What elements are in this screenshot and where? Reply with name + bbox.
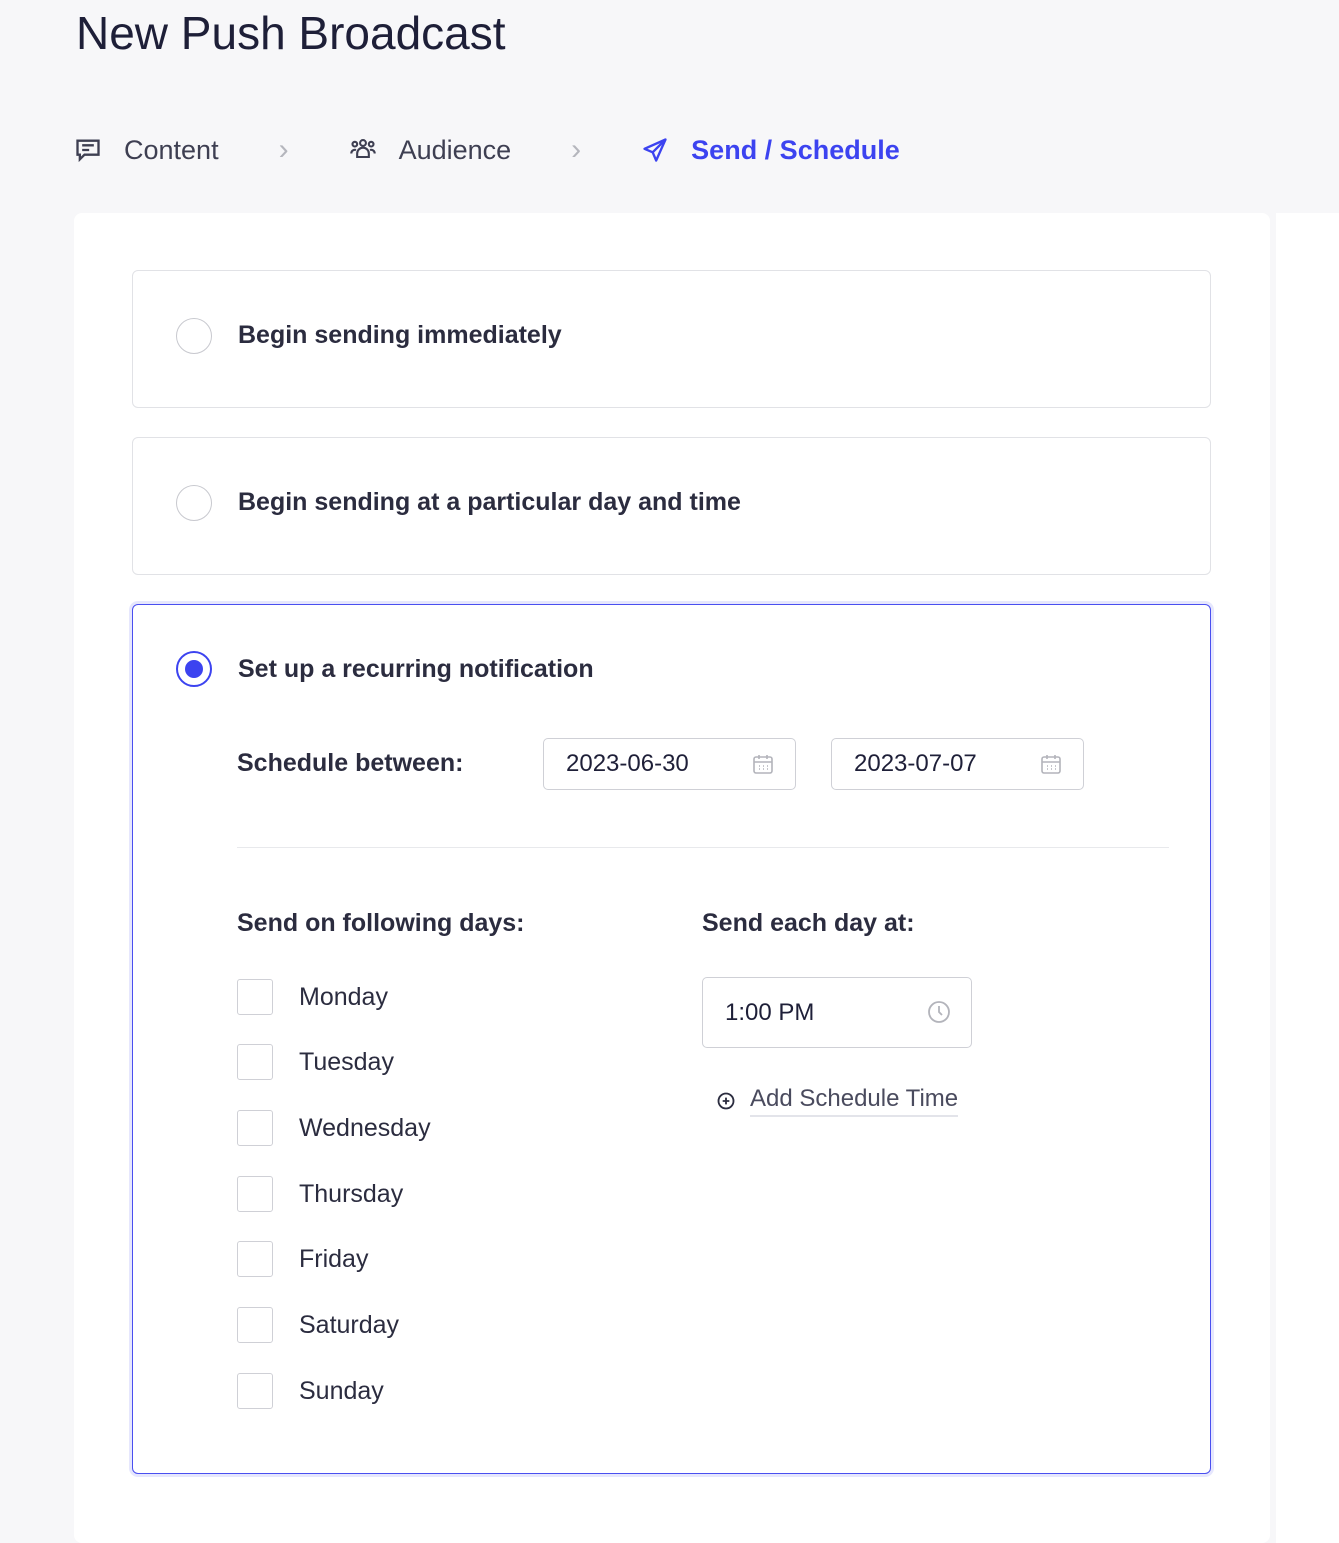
end-date-input[interactable]: 2023-07-07 <box>831 738 1084 790</box>
clock-icon[interactable] <box>927 1000 951 1024</box>
radio-recurring[interactable] <box>176 651 212 687</box>
checkbox[interactable] <box>237 1110 273 1146</box>
radio-send-at-time[interactable] <box>176 485 212 521</box>
schedule-panel: Begin sending immediately Begin sending … <box>74 213 1270 1543</box>
option-recurring[interactable]: Set up a recurring notification Schedule… <box>132 604 1211 1474</box>
checkbox[interactable] <box>237 1044 273 1080</box>
schedule-between-label: Schedule between: <box>237 749 464 777</box>
option-send-immediately[interactable]: Begin sending immediately <box>132 270 1211 408</box>
side-panel <box>1276 213 1339 1543</box>
step-send-schedule[interactable]: Send / Schedule <box>641 135 900 166</box>
checkbox[interactable] <box>237 1176 273 1212</box>
day-sunday[interactable]: Sunday <box>237 1373 384 1409</box>
message-square-icon <box>76 139 100 163</box>
day-label: Tuesday <box>299 1047 394 1076</box>
day-label: Friday <box>299 1244 369 1273</box>
page-title: New Push Broadcast <box>76 7 506 59</box>
option-label: Begin sending immediately <box>238 321 562 349</box>
end-date-value: 2023-07-07 <box>854 750 977 777</box>
start-date-value: 2023-06-30 <box>566 750 689 777</box>
day-label: Saturday <box>299 1310 400 1339</box>
add-schedule-time-label: Add Schedule Time <box>750 1085 959 1117</box>
calendar-icon[interactable] <box>751 752 775 776</box>
calendar-icon[interactable] <box>1039 752 1063 776</box>
day-wednesday[interactable]: Wednesday <box>237 1110 431 1146</box>
users-icon <box>349 139 376 159</box>
divider <box>237 847 1169 848</box>
radio-send-immediately[interactable] <box>176 318 212 354</box>
day-saturday[interactable]: Saturday <box>237 1307 399 1343</box>
step-label: Content <box>124 134 219 165</box>
time-value: 1:00 PM <box>725 998 815 1026</box>
option-send-at-time[interactable]: Begin sending at a particular day and ti… <box>132 437 1211 575</box>
checkbox[interactable] <box>237 979 273 1015</box>
option-label: Begin sending at a particular day and ti… <box>238 488 741 516</box>
day-monday[interactable]: Monday <box>237 979 388 1015</box>
step-label: Audience <box>398 134 512 165</box>
checkbox[interactable] <box>237 1241 273 1277</box>
chevron-right-icon: › <box>278 133 289 166</box>
day-label: Sunday <box>299 1376 384 1405</box>
start-date-input[interactable]: 2023-06-30 <box>543 738 796 790</box>
day-label: Wednesday <box>299 1113 431 1142</box>
plus-circle-icon <box>717 1092 735 1110</box>
stepper: Content › Audience › Send / Schedule <box>74 132 900 168</box>
checkbox[interactable] <box>237 1307 273 1343</box>
chevron-right-icon: › <box>571 133 582 166</box>
option-label: Set up a recurring notification <box>238 655 594 683</box>
time-input[interactable]: 1:00 PM <box>702 977 972 1048</box>
day-thursday[interactable]: Thursday <box>237 1176 403 1212</box>
day-tuesday[interactable]: Tuesday <box>237 1044 394 1080</box>
time-label: Send each day at: <box>702 909 915 937</box>
step-content[interactable]: Content <box>74 135 219 166</box>
add-schedule-time-link[interactable]: Add Schedule Time <box>716 1085 959 1117</box>
day-friday[interactable]: Friday <box>237 1241 368 1277</box>
days-label: Send on following days: <box>237 909 525 937</box>
day-label: Thursday <box>299 1179 404 1208</box>
checkbox[interactable] <box>237 1373 273 1409</box>
send-icon <box>643 138 667 162</box>
day-label: Monday <box>299 982 388 1011</box>
step-audience[interactable]: Audience <box>349 134 512 166</box>
step-label: Send / Schedule <box>691 134 900 165</box>
